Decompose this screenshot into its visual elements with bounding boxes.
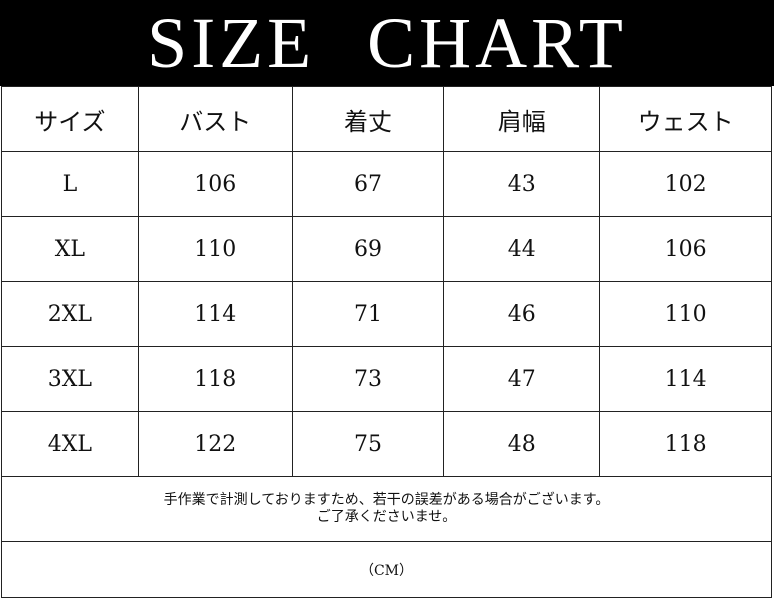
table-row: 4XL 122 75 48 118: [1, 411, 772, 477]
table-cell: 106: [599, 216, 772, 282]
column-header: サイズ: [1, 86, 139, 152]
table-cell: 47: [443, 346, 601, 412]
note-line-2: ご了承くださいませ。: [316, 509, 457, 525]
table-cell: 102: [599, 151, 772, 217]
table-cell: 110: [137, 216, 293, 282]
table-cell: 43: [443, 151, 601, 217]
table-cell: 75: [291, 411, 445, 477]
measurement-note: 手作業で計測しておりますため、若干の誤差がある場合がございます。 ご了承ください…: [1, 476, 772, 542]
table-row: 3XL 118 73 47 114: [1, 346, 772, 412]
unit-label: （CM）: [1, 541, 772, 598]
table-cell: 73: [291, 346, 445, 412]
table-cell: L: [1, 151, 139, 217]
table-cell: 114: [599, 346, 772, 412]
column-header: ウェスト: [599, 86, 772, 152]
column-header: 肩幅: [443, 86, 601, 152]
table-cell: 44: [443, 216, 601, 282]
note-line-1: 手作業で計測しておりますため、若干の誤差がある場合がございます。: [163, 492, 610, 508]
table-row: 2XL 114 71 46 110: [1, 281, 772, 347]
page-title: SIZE CHART: [0, 0, 774, 86]
table-cell: 2XL: [1, 281, 139, 347]
table-cell: 67: [291, 151, 445, 217]
table-cell: 118: [137, 346, 293, 412]
table-row: XL 110 69 44 106: [1, 216, 772, 282]
table-cell: 3XL: [1, 346, 139, 412]
table-cell: 69: [291, 216, 445, 282]
unit-row: （CM）: [1, 541, 772, 598]
table-row: L 106 67 43 102: [1, 151, 772, 217]
table-cell: 110: [599, 281, 772, 347]
table-cell: 4XL: [1, 411, 139, 477]
table-cell: XL: [1, 216, 139, 282]
table-cell: 114: [137, 281, 293, 347]
size-table: サイズ バスト 着丈 肩幅 ウェスト L 106 67 43 102 XL 110 69 44…: [1, 86, 772, 598]
table-cell: 71: [291, 281, 445, 347]
table-header-row: サイズ バスト 着丈 肩幅 ウェスト: [1, 86, 772, 152]
table-cell: 48: [443, 411, 601, 477]
table-cell: 46: [443, 281, 601, 347]
table-cell: 122: [137, 411, 293, 477]
column-header: 着丈: [291, 86, 445, 152]
note-row: 手作業で計測しておりますため、若干の誤差がある場合がございます。 ご了承ください…: [1, 476, 772, 542]
table-cell: 106: [137, 151, 293, 217]
table-cell: 118: [599, 411, 772, 477]
column-header: バスト: [137, 86, 293, 152]
